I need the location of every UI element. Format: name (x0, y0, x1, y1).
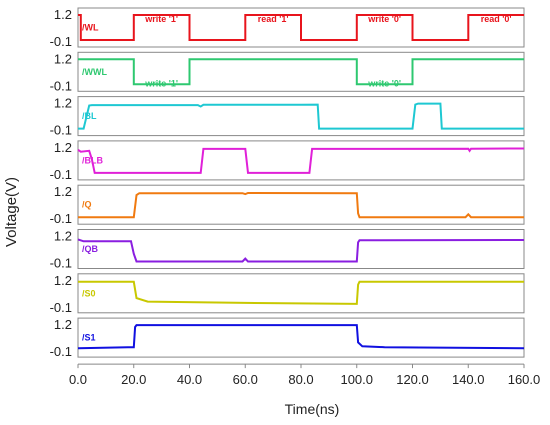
x-tick-label: 160.0 (508, 372, 541, 387)
panel-wwl: 1.2 -0.1/WWL write '1' write '0' (50, 51, 525, 93)
y-tick-label: 1.2 (54, 51, 72, 66)
signal-name: /S1 (82, 333, 96, 343)
signal-line (77, 324, 525, 350)
signal-line (78, 191, 524, 219)
y-tick-label: 1.2 (54, 7, 72, 22)
signal-name: /BLB (82, 155, 103, 165)
operation-label: read '1' (258, 14, 289, 24)
signal-name: /WL (82, 23, 99, 33)
y-tick-label: 1.2 (54, 96, 72, 111)
y-tick-label: -0.1 (50, 78, 72, 93)
y-tick-label: -0.1 (50, 167, 72, 182)
y-tick-label: 1.2 (54, 273, 72, 288)
y-tick-label: 1.2 (54, 184, 72, 199)
panel-frame (77, 229, 525, 269)
y-tick-label: 1.2 (54, 140, 72, 155)
signal-name: /Q (82, 200, 92, 210)
operation-label: write '1' (144, 78, 178, 88)
signal-line (78, 58, 524, 86)
signal-name: /QB (82, 244, 99, 254)
panel-qb: 1.2 -0.1/QB (50, 229, 525, 271)
signal-line (77, 147, 525, 174)
y-tick-label: -0.1 (50, 344, 72, 359)
y-tick-label: -0.1 (50, 34, 72, 49)
panel-bl: 1.2 -0.1/BL (50, 96, 525, 138)
y-tick-label: -0.1 (50, 123, 72, 138)
operation-label: write '0' (367, 78, 401, 88)
panel-s0: 1.2 -0.1/S0 (50, 273, 525, 315)
operation-label: read '0' (481, 14, 512, 24)
y-tick-label: 1.2 (54, 317, 72, 332)
signal-name: /WWL (82, 67, 107, 77)
x-tick-label: 60.0 (233, 372, 258, 387)
panel-s1: 1.2 -0.1/S1 (50, 317, 525, 359)
x-tick-label: 20.0 (121, 372, 146, 387)
x-axis: 0.0 20.0 40.0 60.0 80.0 100.0 120.0 140.0 160.0 (69, 363, 541, 387)
panel-frame (77, 96, 525, 137)
y-tick-label: -0.1 (50, 256, 72, 271)
panel-q: 1.2 -0.1/Q (50, 184, 525, 226)
panel-frame (77, 273, 525, 314)
signal-line (78, 280, 524, 305)
x-tick-label: 100.0 (340, 372, 373, 387)
x-tick-label: 40.0 (177, 372, 202, 387)
y-tick-label: 1.2 (54, 229, 72, 244)
x-tick-label: 0.0 (69, 372, 87, 387)
panel-blb: 1.2 -0.1/BLB (50, 140, 525, 182)
waveform-panels: 1.2 -0.1/WL write '1' read '1' write '0' read… (50, 7, 525, 359)
panel-frame (77, 317, 525, 358)
x-tick-label: 140.0 (452, 372, 485, 387)
signal-line (78, 14, 524, 41)
y-tick-label: -0.1 (50, 211, 72, 226)
operation-label: write '0' (367, 14, 401, 24)
signal-name: /S0 (82, 288, 96, 298)
y-tick-label: -0.1 (50, 300, 72, 315)
signal-line (78, 102, 524, 130)
x-tick-label: 80.0 (288, 372, 313, 387)
x-tick-label: 120.0 (396, 372, 429, 387)
panel-frame (77, 140, 525, 181)
signal-line (77, 238, 525, 263)
signal-name: /BL (82, 111, 97, 121)
panel-wl: 1.2 -0.1/WL write '1' read '1' write '0' read… (50, 7, 525, 49)
y-axis-label: Voltage(V) (3, 177, 20, 247)
operation-label: write '1' (144, 14, 178, 24)
x-axis-label: Time(ns) (285, 401, 340, 417)
panel-frame (77, 184, 525, 225)
